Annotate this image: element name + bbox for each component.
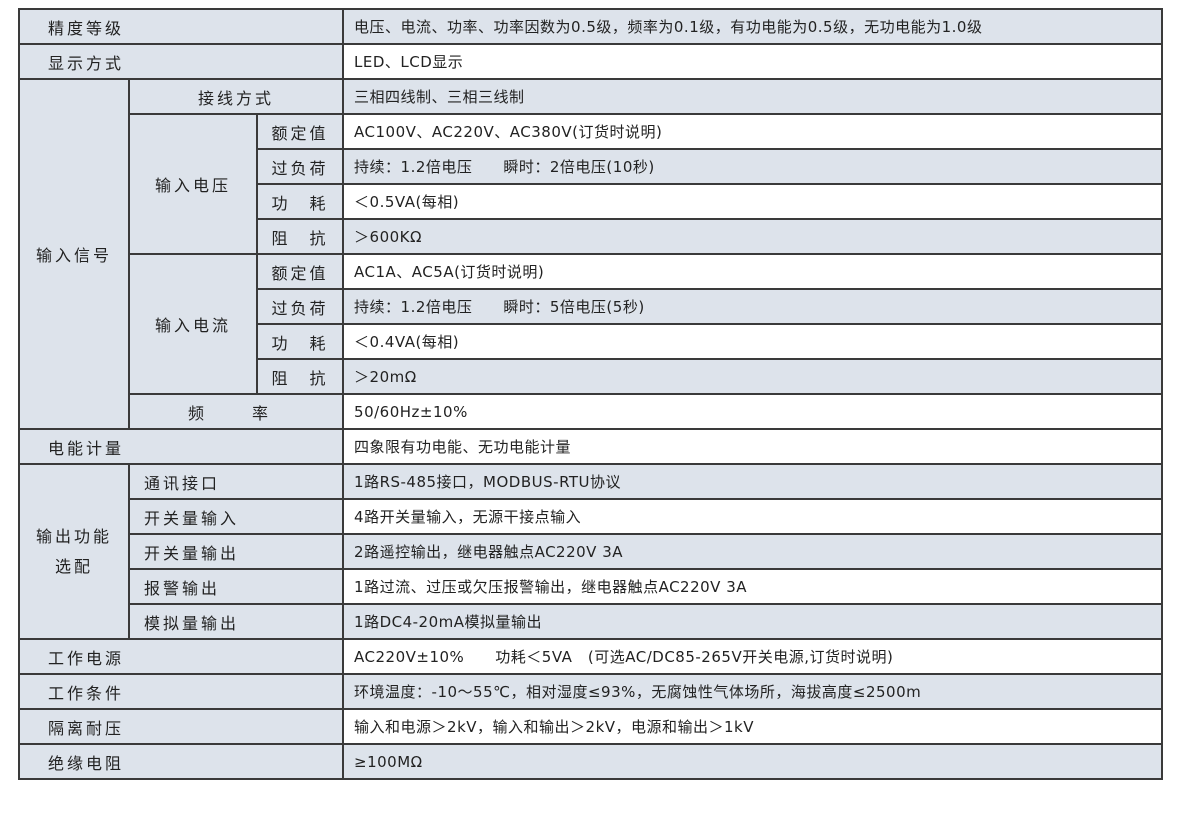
row-value: 环境温度：-10～55℃，相对湿度≤93%，无腐蚀性气体场所，海拔高度≤2500… <box>342 673 1163 710</box>
row-label: 隔离耐压 <box>17 708 345 745</box>
table-row: 频 率 50/60Hz±10% <box>19 393 1163 430</box>
table-row: 阻 抗 ＞20mΩ <box>19 358 1163 395</box>
row-label: 绝缘电阻 <box>17 743 345 780</box>
row-label: 过负荷 <box>255 288 345 325</box>
table-row: 输出功能 选配 通讯接口 1路RS-485接口，MODBUS-RTU协议 <box>18 463 1163 640</box>
table-row: 精度等级 电压、电流、功率、功率因数为0.5级，频率为0.1级，有功电能为0.5… <box>17 8 1163 45</box>
table-row: 输入电压 额定值 AC100V、AC220V、AC380V(订货时说明) <box>19 113 1163 255</box>
table-row: 过负荷 持续：1.2倍电压 瞬时：2倍电压(10秒) <box>19 148 1163 185</box>
table-row: 输入电流 额定值 AC1A、AC5A(订货时说明) <box>19 253 1163 395</box>
table-row: 过负荷 持续：1.2倍电压 瞬时：5倍电压(5秒) <box>19 288 1163 325</box>
table-row: 绝缘电阻 ≥100MΩ <box>17 743 1163 780</box>
table-row: 功 耗 ＜0.5VA(每相) <box>19 183 1163 220</box>
row-value: ＜0.5VA(每相) <box>342 183 1163 220</box>
row-label: 阻 抗 <box>255 358 345 395</box>
table-row: 模拟量输出 1路DC4-20mA模拟量输出 <box>19 603 1163 640</box>
row-label: 开关量输出 <box>127 533 345 570</box>
row-value: ＞20mΩ <box>342 358 1163 395</box>
row-label: 工作条件 <box>17 673 345 710</box>
row-value: 50/60Hz±10% <box>342 393 1163 430</box>
group-label-input-voltage: 输入电压 <box>128 113 258 255</box>
row-label: 接线方式 <box>127 78 345 115</box>
row-value: 1路RS-485接口，MODBUS-RTU协议 <box>342 463 1163 500</box>
table-row: 报警输出 1路过流、过压或欠压报警输出，继电器触点AC220V 3A <box>19 568 1163 605</box>
row-value: 1路过流、过压或欠压报警输出，继电器触点AC220V 3A <box>342 568 1163 605</box>
row-label: 功 耗 <box>255 323 345 360</box>
group-label-input-signal: 输入信号 <box>18 78 130 430</box>
row-value: AC1A、AC5A(订货时说明) <box>342 253 1163 290</box>
row-value: 电压、电流、功率、功率因数为0.5级，频率为0.1级，有功电能为0.5级，无功电… <box>342 8 1163 45</box>
row-label: 额定值 <box>255 113 345 150</box>
row-label: 电能计量 <box>17 428 345 465</box>
row-label: 频 率 <box>127 393 345 430</box>
spec-table: 精度等级 电压、电流、功率、功率因数为0.5级，频率为0.1级，有功电能为0.5… <box>17 8 1163 780</box>
table-row: 输入信号 接线方式 三相四线制、三相三线制 <box>18 78 1163 430</box>
row-label: 开关量输入 <box>127 498 345 535</box>
row-value: 2路遥控输出，继电器触点AC220V 3A <box>342 533 1163 570</box>
group-label-input-current: 输入电流 <box>128 253 258 395</box>
row-label: 额定值 <box>255 253 345 290</box>
row-label: 阻 抗 <box>255 218 345 255</box>
row-value: 四象限有功电能、无功电能计量 <box>342 428 1163 465</box>
row-value: AC220V±10% 功耗＜5VA (可选AC/DC85-265V开关电源,订货… <box>342 638 1163 675</box>
row-value: ＞600KΩ <box>342 218 1163 255</box>
row-label: 报警输出 <box>127 568 345 605</box>
table-row: 工作条件 环境温度：-10～55℃，相对湿度≤93%，无腐蚀性气体场所，海拔高度… <box>17 673 1163 710</box>
row-value: 1路DC4-20mA模拟量输出 <box>342 603 1163 640</box>
table-row: 工作电源 AC220V±10% 功耗＜5VA (可选AC/DC85-265V开关… <box>17 638 1163 675</box>
row-label: 精度等级 <box>17 8 345 45</box>
row-value: ≥100MΩ <box>342 743 1163 780</box>
row-value: AC100V、AC220V、AC380V(订货时说明) <box>342 113 1163 150</box>
row-label: 显示方式 <box>17 43 345 80</box>
row-label: 模拟量输出 <box>127 603 345 640</box>
row-value: 三相四线制、三相三线制 <box>342 78 1163 115</box>
row-value: 4路开关量输入，无源干接点输入 <box>342 498 1163 535</box>
table-row: 显示方式 LED、LCD显示 <box>17 43 1163 80</box>
row-value: 持续：1.2倍电压 瞬时：2倍电压(10秒) <box>342 148 1163 185</box>
row-label: 功 耗 <box>255 183 345 220</box>
table-row: 开关量输入 4路开关量输入，无源干接点输入 <box>19 498 1163 535</box>
table-row: 隔离耐压 输入和电源＞2kV，输入和输出＞2kV，电源和输出＞1kV <box>17 708 1163 745</box>
group-label-output: 输出功能 选配 <box>18 463 130 640</box>
row-label: 工作电源 <box>17 638 345 675</box>
row-value: ＜0.4VA(每相) <box>342 323 1163 360</box>
table-row: 开关量输出 2路遥控输出，继电器触点AC220V 3A <box>19 533 1163 570</box>
table-row: 电能计量 四象限有功电能、无功电能计量 <box>17 428 1163 465</box>
row-value: 持续：1.2倍电压 瞬时：5倍电压(5秒) <box>342 288 1163 325</box>
table-row: 阻 抗 ＞600KΩ <box>19 218 1163 255</box>
group-label-line: 输出功能 <box>35 526 112 546</box>
row-label: 过负荷 <box>255 148 345 185</box>
table-row: 功 耗 ＜0.4VA(每相) <box>19 323 1163 360</box>
row-value: 输入和电源＞2kV，输入和输出＞2kV，电源和输出＞1kV <box>342 708 1163 745</box>
row-label: 通讯接口 <box>127 463 345 500</box>
row-value: LED、LCD显示 <box>342 43 1163 80</box>
group-label-line: 选配 <box>54 556 93 576</box>
